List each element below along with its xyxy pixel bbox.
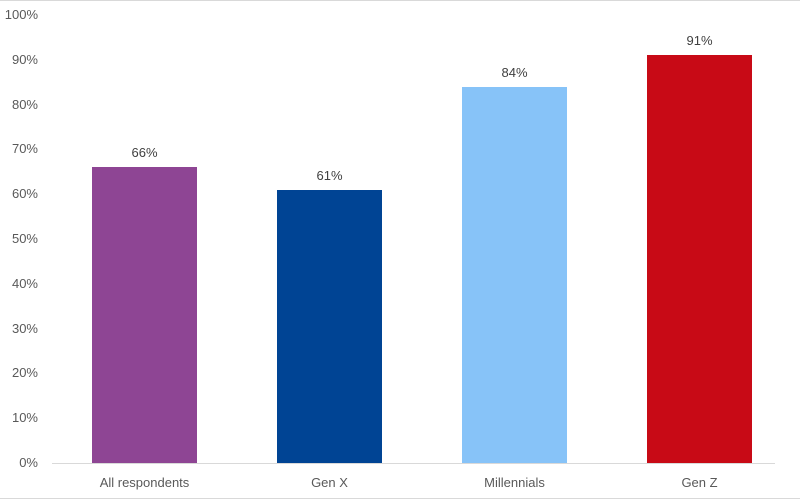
y-tick-label: 50% — [11, 231, 38, 246]
chart-top-border — [0, 0, 800, 1]
bar-gen-x — [277, 189, 382, 463]
y-tick-label: 80% — [11, 96, 38, 112]
x-tick-label: Millennials — [484, 475, 545, 490]
x-tick-label: Gen X — [311, 475, 348, 490]
bar-millennials — [462, 86, 567, 463]
y-tick-label: 70% — [11, 141, 38, 157]
x-tick-label: Gen Z — [681, 475, 718, 490]
data-label: 84% — [501, 64, 528, 80]
data-label: 61% — [316, 167, 343, 183]
y-tick-label: 90% — [11, 51, 38, 67]
x-axis-line — [52, 463, 775, 464]
y-tick-label: 40% — [11, 275, 38, 291]
data-label: 91% — [686, 33, 713, 49]
y-tick-label: 10% — [11, 410, 38, 426]
y-tick-label: 0% — [19, 455, 38, 470]
chart-bottom-border — [0, 498, 800, 499]
y-tick-label: 30% — [11, 320, 38, 336]
bar-all-respondents — [92, 167, 197, 463]
bar-gen-z — [647, 55, 752, 463]
data-label: 66% — [131, 145, 158, 161]
y-tick-label: 20% — [11, 365, 38, 381]
y-tick-label: 60% — [11, 186, 38, 202]
x-tick-label: All respondents — [99, 475, 190, 490]
y-tick-label: 100% — [4, 7, 38, 22]
